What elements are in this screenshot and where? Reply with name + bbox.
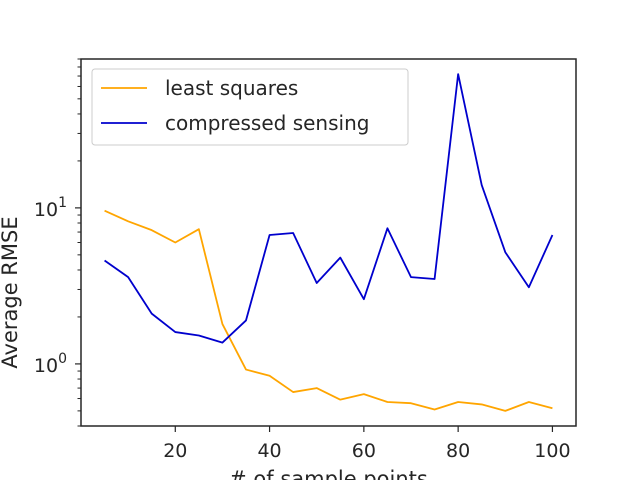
y-axis-label: Average RMSE [0,216,22,368]
x-tick-label: 40 [257,440,281,462]
legend-box [91,68,409,146]
series-layer [104,73,554,412]
legend-label: least squares [165,76,298,100]
y-tick-label: 100 [34,351,67,377]
series-line-compressed-sensing [104,73,554,344]
ticks-layer: 20 40 60 80 100 100 101 [34,58,571,462]
legend-label: compressed sensing [165,111,369,135]
series-line-least-squares [104,209,553,412]
x-axis-label: # of sample points [229,467,428,480]
x-tick-label: 60 [352,440,376,462]
legend: least squares compressed sensing [91,68,409,146]
y-tick-label: 101 [34,195,67,221]
x-tick-label: 80 [446,440,470,462]
x-tick-label: 100 [534,440,570,462]
x-tick-label: 20 [163,440,187,462]
